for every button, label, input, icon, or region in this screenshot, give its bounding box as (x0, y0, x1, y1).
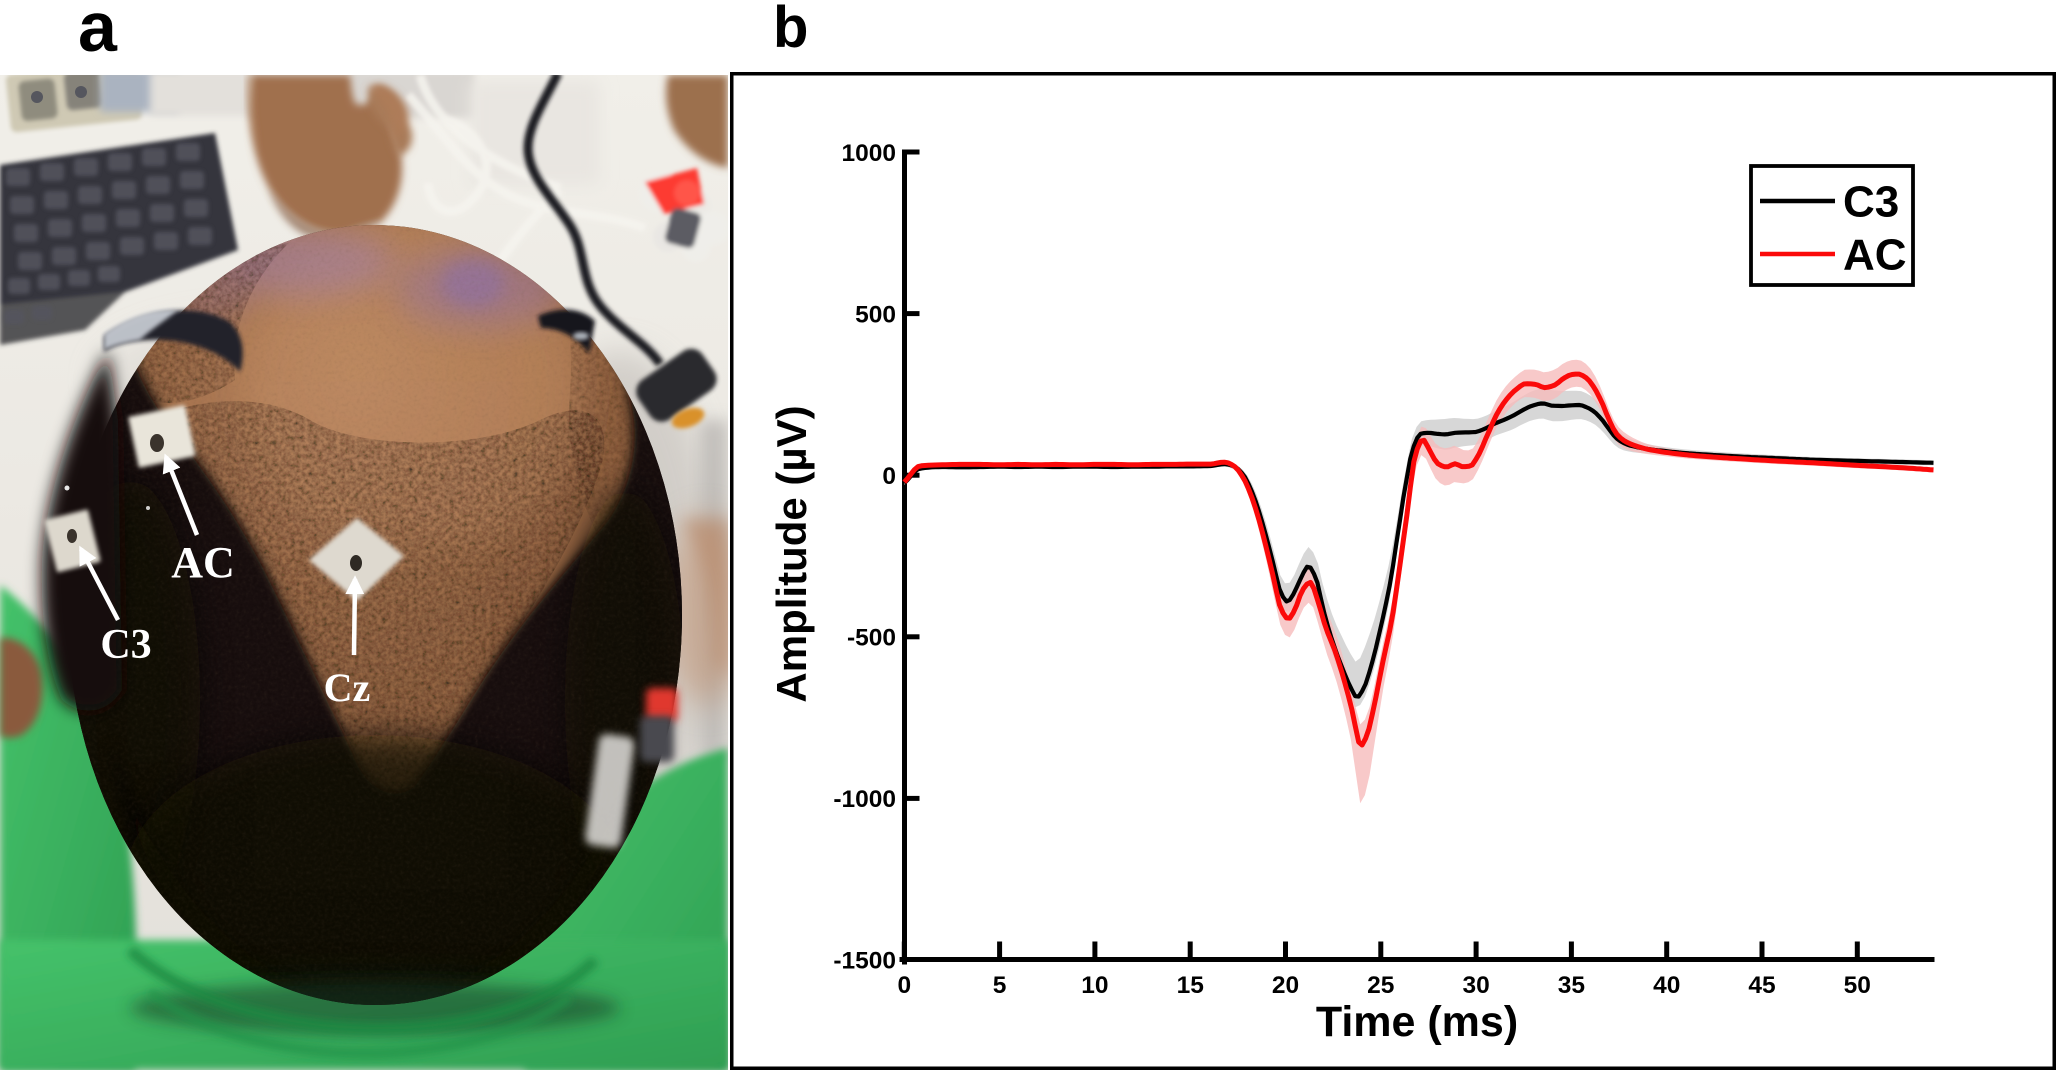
svg-text:C3: C3 (1843, 178, 1899, 227)
svg-text:30: 30 (1462, 972, 1489, 999)
svg-text:50: 50 (1844, 972, 1871, 999)
svg-text:1000: 1000 (841, 140, 896, 167)
svg-text:0: 0 (897, 972, 911, 999)
svg-text:45: 45 (1748, 972, 1775, 999)
svg-text:20: 20 (1272, 972, 1299, 999)
svg-text:AC: AC (1843, 231, 1907, 280)
svg-text:Time (ms): Time (ms) (1316, 998, 1518, 1046)
svg-text:Cz: Cz (324, 665, 371, 710)
svg-text:-1500: -1500 (833, 947, 896, 974)
svg-text:-500: -500 (847, 625, 896, 652)
svg-text:10: 10 (1081, 972, 1108, 999)
svg-text:C3: C3 (100, 622, 151, 668)
svg-text:40: 40 (1653, 972, 1680, 999)
svg-text:0: 0 (882, 463, 896, 490)
svg-text:Amplitude (µV): Amplitude (µV) (768, 405, 815, 702)
svg-text:5: 5 (993, 972, 1007, 999)
svg-text:35: 35 (1558, 972, 1585, 999)
svg-text:AC: AC (171, 538, 235, 587)
svg-text:-1000: -1000 (833, 786, 896, 813)
svg-text:500: 500 (855, 301, 896, 328)
svg-text:25: 25 (1367, 972, 1394, 999)
svg-text:15: 15 (1177, 972, 1204, 999)
